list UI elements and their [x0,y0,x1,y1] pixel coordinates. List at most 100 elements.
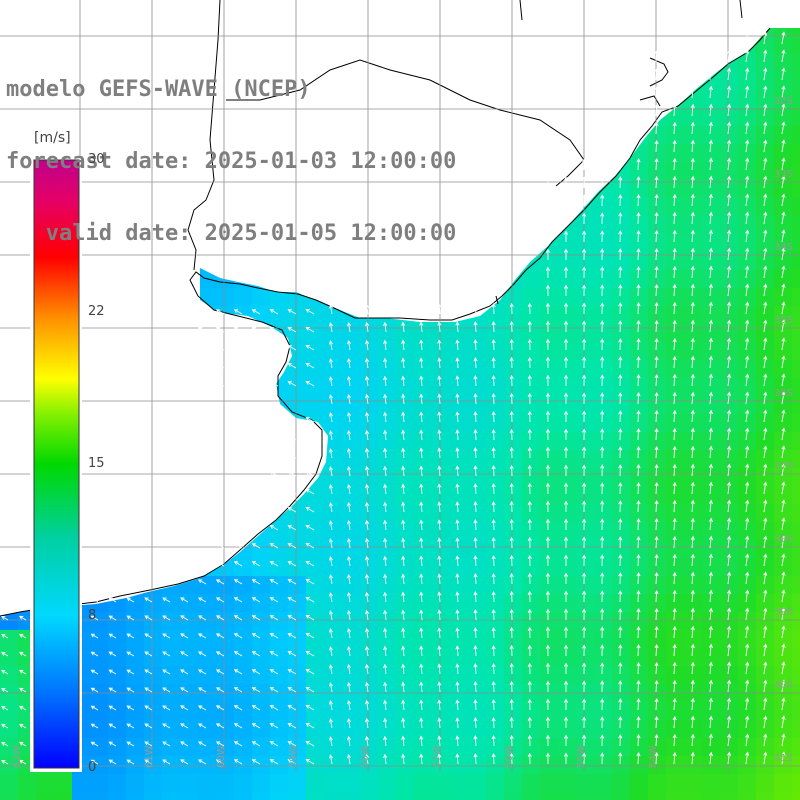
wind-cell [630,468,648,486]
wind-arrow [419,627,424,639]
wind-cell [234,612,252,630]
wind-cell [738,792,756,800]
wind-cell [378,324,396,342]
wind-arrow [708,445,714,459]
wind-arrow [618,590,623,603]
wind-arrow [690,445,695,459]
wind-arrow [745,175,750,189]
wind-arrow [455,429,460,441]
wind-arrow [346,537,352,549]
wind-arrow [582,284,587,297]
wind-arrow [437,735,442,747]
wind-cell [540,378,558,396]
wind-arrow [745,211,750,225]
wind-arrow [455,375,460,387]
wind-arrow [509,626,514,639]
wind-cell [270,306,288,324]
wind-cell [774,180,792,198]
wind-cell [684,252,702,270]
wind-arrow [509,680,514,693]
wind-cell [360,396,378,414]
wind-cell [342,648,360,666]
wind-arrow [346,627,352,639]
wind-arrow [305,561,315,567]
wind-cell [792,486,800,504]
wind-cell [630,576,648,594]
wind-cell [648,792,666,800]
wind-cell [774,198,792,216]
wind-arrow [18,723,27,729]
wind-arrow [708,49,714,63]
wind-arrow [690,175,695,189]
wind-cell [36,774,54,792]
wind-arrow [563,284,569,296]
wind-arrow [197,723,207,729]
wind-arrow [600,266,605,279]
wind-arrow [491,428,496,441]
wind-cell [648,216,666,234]
wind-cell [792,90,800,108]
wind-cell [324,594,342,612]
wind-cell [414,666,432,684]
wind-arrow [690,247,695,261]
wind-arrow [690,517,695,531]
wind-arrow [636,356,641,369]
wind-cell [522,486,540,504]
wind-cell [414,576,432,594]
wind-cell [378,738,396,756]
wind-arrow [672,679,677,693]
wind-arrow [383,627,388,639]
wind-arrow [781,463,786,477]
wind-cell [594,234,612,252]
wind-cell [630,360,648,378]
wind-cell [612,396,630,414]
wind-cell [342,720,360,738]
wind-cell [756,414,774,432]
wind-arrow [419,465,424,477]
wind-arrow [600,230,605,243]
wind-cell [468,720,486,738]
wind-cell [162,648,180,666]
wind-arrow [346,519,352,531]
wind-arrow [419,753,424,765]
wind-arrow [654,715,659,729]
wind-arrow [364,429,370,441]
wind-arrow [545,176,550,189]
wind-arrow [781,355,786,369]
wind-arrow [269,633,279,639]
wind-cell [612,738,630,756]
wind-cell [666,720,684,738]
wind-arrow [708,661,714,675]
wind-arrow [563,554,569,566]
wind-arrow [455,393,460,405]
wind-arrow [708,193,714,207]
wind-arrow [197,633,207,639]
wind-arrow [582,374,587,387]
wind-arrow [672,283,677,297]
wind-cell [576,720,594,738]
wind-arrow [126,741,135,747]
wind-cell [630,396,648,414]
wind-cell [234,648,252,666]
wind-cell [774,108,792,126]
wind-cell [450,558,468,576]
wind-arrow [287,759,297,765]
wind-arrow [473,591,478,603]
wind-arrow [144,669,153,675]
wind-arrow [364,303,370,315]
wind-arrow [287,489,297,495]
wind-cell [558,792,576,800]
wind-cell [324,450,342,468]
wind-cell [720,252,738,270]
wind-arrow [654,679,659,693]
wind-cell [684,612,702,630]
wind-cell [486,504,504,522]
wind-arrow [563,248,569,260]
wind-cell [738,540,756,558]
wind-cell [486,396,504,414]
wind-arrow [197,669,207,675]
wind-cell [252,720,270,738]
wind-arrow [763,517,768,531]
wind-cell [0,774,18,792]
wind-arrow [401,483,406,495]
